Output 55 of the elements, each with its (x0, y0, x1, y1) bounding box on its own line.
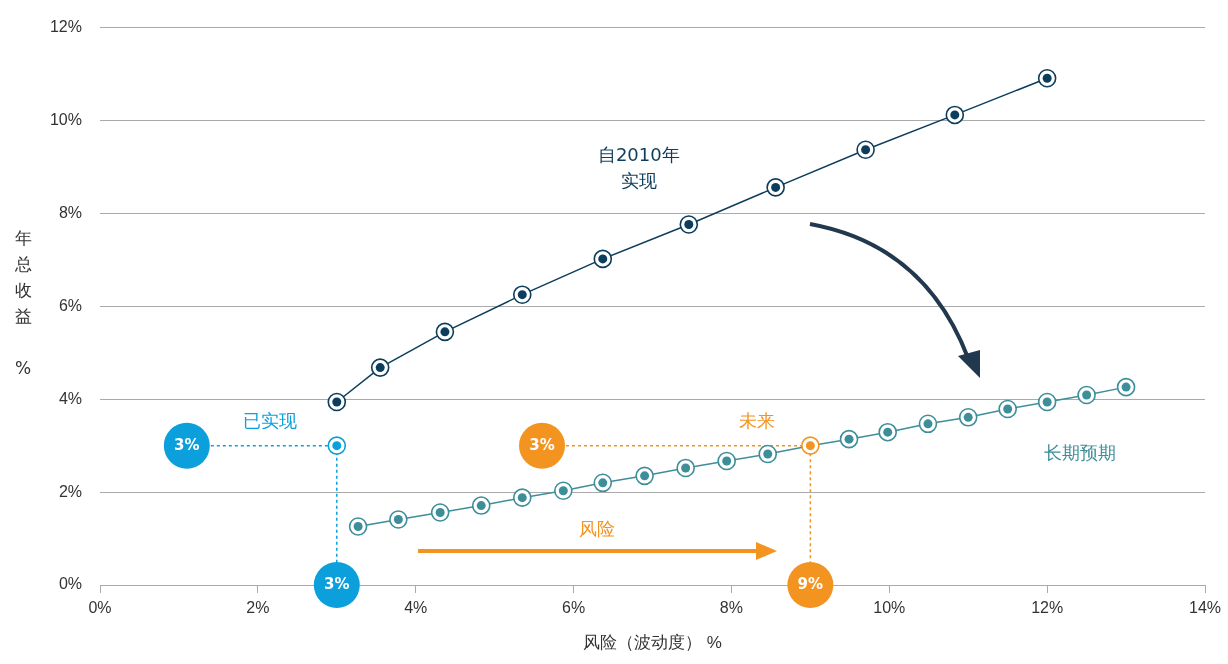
point (945, 105, 965, 125)
point (389, 510, 408, 529)
y-tick-label: 0% (58, 575, 82, 593)
point (878, 422, 898, 442)
annotation: 3% (324, 574, 350, 593)
annotation: 3% (529, 435, 555, 454)
y-tick-label: 2% (58, 482, 82, 500)
point (370, 358, 390, 377)
point (758, 444, 778, 464)
series-label: 自2010年实现 (597, 144, 680, 192)
point (1077, 385, 1096, 405)
point (512, 488, 532, 507)
point (958, 408, 978, 427)
annotation: 风险 (579, 517, 615, 539)
annotation: 9% (797, 574, 824, 593)
point (998, 399, 1017, 419)
y-tick-label: 12% (49, 18, 82, 36)
point (348, 517, 368, 536)
x-tick-label: 12% (1031, 599, 1064, 617)
point (717, 451, 736, 471)
x-tick-label: 10% (873, 599, 906, 617)
x-tick-label: 8% (719, 599, 743, 617)
point (1037, 68, 1057, 88)
x-tick-label: 2% (246, 599, 270, 617)
series-label: 长期预期 (1044, 441, 1117, 463)
x-tick-label: 4% (404, 599, 428, 617)
point (918, 414, 938, 434)
point (1037, 392, 1057, 412)
point (593, 249, 613, 269)
point (593, 473, 613, 493)
point (839, 429, 859, 449)
x-axis-title: 风险（波动度） % (583, 633, 722, 653)
x-tick-label: 0% (88, 599, 112, 617)
point (635, 466, 654, 486)
x-tick-label: 6% (562, 599, 586, 617)
point (471, 496, 491, 515)
point (512, 285, 532, 304)
point (679, 215, 699, 234)
annotation: 已实现 (243, 409, 297, 431)
text: 年总收益 % (14, 228, 32, 378)
point (435, 322, 455, 342)
point (766, 178, 785, 197)
x-tick-label: 14% (1188, 599, 1222, 617)
point (430, 503, 450, 522)
annotation: 未来 (739, 409, 775, 431)
y-tick-label: 4% (58, 389, 82, 407)
y-tick-label: 10% (49, 110, 82, 128)
point (327, 392, 347, 412)
y-tick-label: 8% (58, 203, 82, 221)
point (1116, 377, 1136, 397)
point (856, 140, 875, 160)
point (554, 481, 573, 501)
annotation: 3% (174, 435, 200, 454)
y-tick-label: 6% (58, 296, 82, 314)
point (676, 458, 695, 478)
